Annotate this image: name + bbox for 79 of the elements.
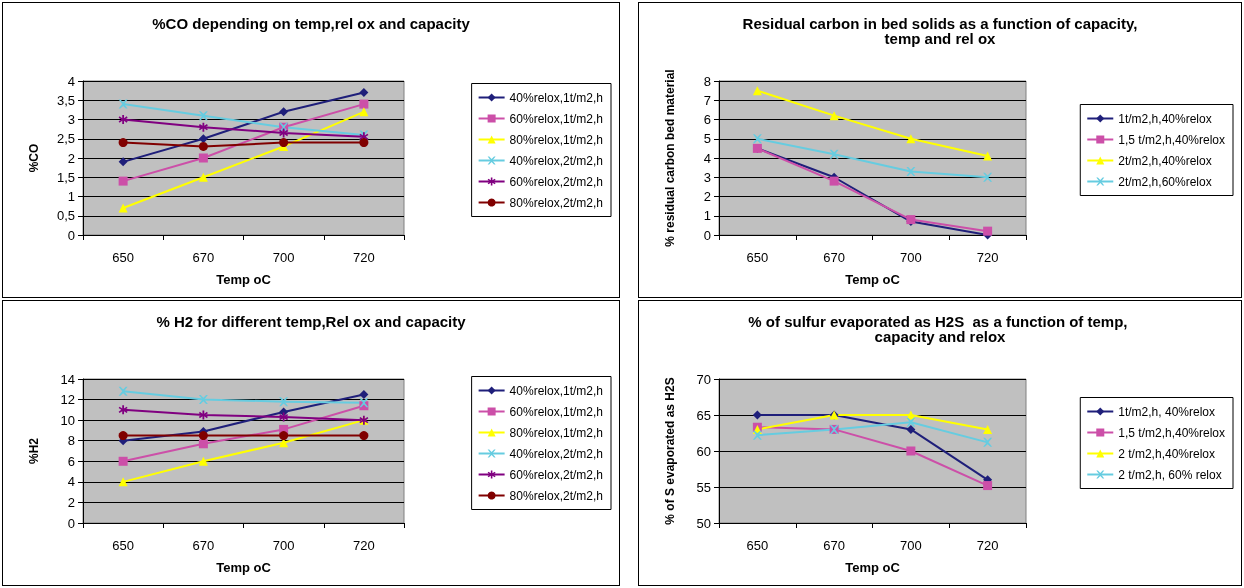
- y-tick-label: 0: [703, 227, 711, 243]
- x-tick-label: 670: [823, 538, 845, 553]
- y-tick-label: 0,5: [56, 208, 75, 224]
- chart-title: % of sulfur evaporated as H2S as a function of temp, capacity and relox: [748, 313, 1132, 345]
- legend-label: 1t/m2,h, 40%relox: [1118, 404, 1215, 419]
- x-tick-label: 650: [746, 250, 769, 265]
- legend-label: 40%relox,1t/m2,h: [509, 383, 604, 398]
- y-tick-label: 65: [696, 407, 711, 423]
- y-axis-title: % of S evaporated as H2S: [663, 377, 677, 525]
- x-tick-label: 700: [272, 250, 295, 265]
- y-tick-label: 2: [67, 494, 75, 510]
- y-tick-label: 3: [703, 169, 711, 185]
- y-tick-label: 8: [67, 433, 75, 449]
- legend-label: 80%relox,2t/m2,h: [509, 195, 604, 210]
- x-tick-label: 720: [353, 538, 375, 553]
- y-tick-label: 0: [67, 227, 75, 243]
- y-tick-label: 14: [60, 371, 75, 387]
- y-tick-label: 8: [703, 73, 711, 89]
- x-tick-label: 650: [112, 250, 134, 265]
- y-tick-label: 50: [696, 515, 711, 531]
- x-tick-label: 700: [272, 538, 295, 553]
- legend-label: 60%relox,1t/m2,h: [509, 404, 604, 419]
- y-tick-label: 1: [67, 189, 75, 204]
- x-axis-title: Temp oC: [216, 272, 272, 287]
- x-axis-title: Temp oC: [845, 560, 901, 575]
- y-tick-label: 70: [696, 371, 711, 387]
- x-tick-label: 670: [192, 250, 215, 265]
- y-tick-label: 60: [696, 443, 711, 459]
- x-axis-title: Temp oC: [845, 272, 901, 287]
- x-axis-title: Temp oC: [216, 560, 272, 575]
- legend-label: 80%relox,1t/m2,h: [509, 425, 604, 440]
- x-tick-label: 720: [976, 250, 999, 265]
- y-tick-label: 12: [60, 392, 75, 408]
- y-tick-label: 55: [696, 479, 711, 495]
- y-tick-label: 0: [67, 515, 75, 531]
- x-tick-label: 700: [900, 538, 922, 553]
- legend-label: 60%relox,1t/m2,h: [509, 111, 604, 126]
- y-axis-title: %H2: [27, 437, 41, 465]
- y-tick-label: 2: [67, 150, 75, 166]
- y-tick-label: 4: [703, 150, 711, 166]
- y-tick-label: 10: [60, 412, 75, 428]
- legend-label: 40%relox,1t/m2,h: [509, 90, 604, 105]
- y-tick-label: 4: [67, 474, 75, 490]
- x-tick-label: 700: [900, 250, 922, 265]
- y-tick-label: 2,5: [56, 131, 75, 147]
- legend-label: 2 t/m2,h, 60% relox: [1118, 467, 1222, 482]
- legend-label: 1,5 t/m2,h,40%relox: [1118, 425, 1226, 440]
- x-tick-label: 650: [112, 538, 134, 553]
- y-axis-title: % residual carbon bed material: [663, 69, 677, 247]
- legend-label: 60%relox,2t/m2,h: [509, 467, 604, 482]
- y-axis-title: %CO: [27, 143, 41, 173]
- legend-label: 1,5 t/m2,h,40%relox: [1118, 132, 1226, 147]
- legend-label: 2t/m2,h,60%relox: [1118, 174, 1212, 189]
- y-tick-label: 4: [67, 73, 75, 89]
- chart-title: Residual carbon in bed solids as a function of capacity,temp and rel ox: [742, 15, 1138, 47]
- y-tick-label: 7: [703, 92, 711, 108]
- x-tick-label: 670: [192, 538, 215, 553]
- y-tick-label: 1,5: [56, 169, 75, 185]
- y-tick-label: 3: [67, 112, 75, 127]
- chart-title: % H2 for different temp,Rel ox and capacity: [156, 313, 467, 330]
- legend-label: 40%relox,2t/m2,h: [509, 153, 604, 168]
- y-tick-label: 5: [703, 131, 711, 147]
- legend-label: 80%relox,2t/m2,h: [509, 488, 604, 503]
- y-tick-label: 6: [67, 453, 75, 469]
- x-tick-label: 670: [823, 250, 845, 265]
- x-tick-label: 720: [353, 250, 375, 265]
- legend-label: 60%relox,2t/m2,h: [509, 174, 604, 189]
- y-tick-label: 1: [703, 208, 711, 224]
- chart-title: %CO depending on temp,rel ox and capacity: [152, 15, 471, 32]
- legend-label: 80%relox,1t/m2,h: [509, 132, 604, 147]
- legend-label: 1t/m2,h,40%relox: [1118, 111, 1212, 126]
- y-tick-label: 3,5: [56, 92, 75, 108]
- x-tick-label: 650: [746, 538, 769, 553]
- y-tick-label: 2: [703, 189, 711, 204]
- legend-label: 2 t/m2,h,40%relox: [1118, 446, 1215, 461]
- x-tick-label: 720: [976, 538, 999, 553]
- y-tick-label: 6: [703, 112, 711, 127]
- legend-label: 40%relox,2t/m2,h: [509, 446, 604, 461]
- legend-label: 2t/m2,h,40%relox: [1118, 153, 1212, 168]
